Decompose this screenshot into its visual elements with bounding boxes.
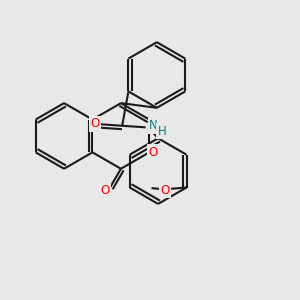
Text: O: O [160, 184, 169, 197]
Text: O: O [90, 117, 99, 130]
Text: H: H [158, 124, 166, 138]
Text: N: N [149, 119, 158, 132]
Text: O: O [148, 146, 158, 159]
Text: O: O [100, 184, 110, 197]
